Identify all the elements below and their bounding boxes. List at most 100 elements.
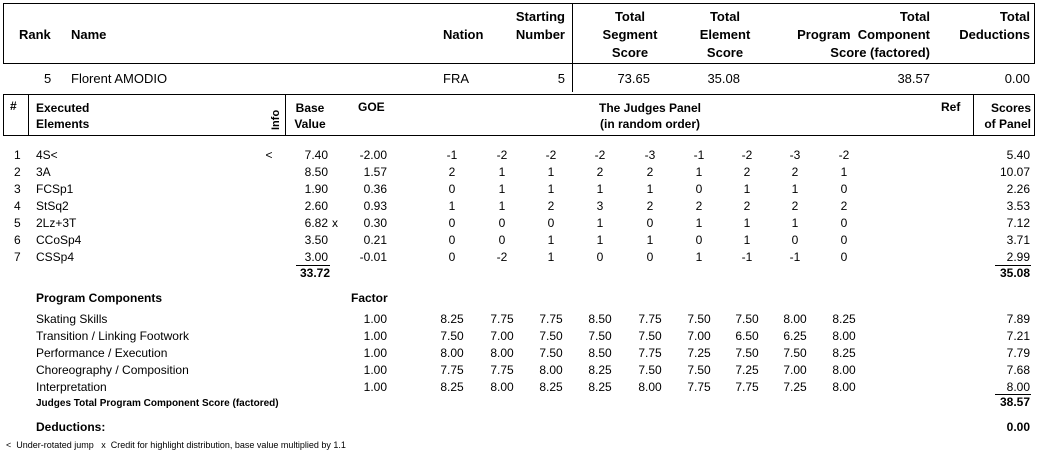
- element-judge-score: -1: [446, 148, 458, 162]
- element-judge-score: -2: [496, 250, 508, 264]
- element-judge-score: 1: [547, 182, 555, 196]
- program-components-title: Program Components: [36, 291, 163, 305]
- pcs-header-line3: Score (factored): [830, 45, 930, 60]
- component-judge-score: 8.25: [440, 312, 464, 326]
- component-judge-score: 7.00: [783, 363, 807, 377]
- element-judge-score: 0: [695, 233, 703, 247]
- starting-header-line2: Number: [515, 27, 565, 42]
- starting-number-header: Starting Number: [500, 8, 565, 44]
- element-goe: 0.36: [363, 182, 387, 196]
- component-name: Interpretation: [36, 380, 107, 394]
- element-judge-score: 0: [448, 233, 456, 247]
- elements-base-total: 33.72: [299, 266, 330, 280]
- component-judge-score: 8.00: [832, 329, 856, 343]
- element-judge-score: 1: [498, 165, 506, 179]
- element-goe: 1.57: [363, 165, 387, 179]
- skater-rank: 5: [44, 71, 52, 86]
- element-number: 7: [14, 250, 21, 264]
- skater-start: 5: [557, 71, 565, 86]
- element-judge-score: 2: [596, 165, 604, 179]
- tes-header-line1: Total: [709, 9, 741, 24]
- element-name: StSq2: [36, 199, 69, 213]
- element-judge-score: -3: [789, 148, 801, 162]
- component-judge-score: 7.25: [735, 363, 759, 377]
- element-judge-score: 1: [695, 250, 703, 264]
- element-judge-score: 2: [695, 199, 703, 213]
- element-judge-score: 3: [596, 199, 604, 213]
- component-judge-score: 8.50: [588, 312, 612, 326]
- pcs-header-line2: Program Component: [797, 27, 930, 42]
- component-judge-score: 8.25: [588, 363, 612, 377]
- element-judge-score: 2: [646, 165, 654, 179]
- skater-pcs: 38.57: [897, 71, 930, 86]
- element-judge-score: 0: [840, 250, 848, 264]
- tes-header-line3: Score: [706, 45, 744, 60]
- element-judge-score: -2: [545, 148, 557, 162]
- ded-header-line2: Deductions: [959, 27, 1030, 42]
- skater-divider: [572, 64, 573, 92]
- element-panel-score: 3.53: [1006, 199, 1030, 213]
- deductions-value: 0.00: [1006, 420, 1030, 434]
- element-judge-score: 1: [547, 250, 555, 264]
- component-factor: 1.00: [363, 346, 387, 360]
- element-judge-score: 0: [547, 216, 555, 230]
- element-goe: 0.21: [363, 233, 387, 247]
- component-judge-score: 7.75: [539, 312, 563, 326]
- ref-header: Ref: [941, 100, 961, 114]
- component-judge-score: 7.75: [638, 312, 662, 326]
- component-judge-score: 7.75: [735, 380, 759, 394]
- element-judge-score: 1: [596, 216, 604, 230]
- component-factor: 1.00: [363, 380, 387, 394]
- element-base-value: 7.40: [304, 148, 328, 162]
- scores-header-line2: of Panel: [984, 117, 1031, 131]
- name-header: Name: [71, 27, 107, 42]
- component-judge-score: 8.00: [440, 346, 464, 360]
- element-judge-score: 1: [498, 199, 506, 213]
- element-goe: -2.00: [359, 148, 387, 162]
- element-judge-score: 0: [448, 216, 456, 230]
- skater-name: Florent AMODIO: [71, 71, 168, 86]
- pcs-header-line1: Total: [899, 9, 930, 24]
- element-base-value: 3.00: [304, 250, 328, 264]
- element-judge-score: 1: [840, 165, 848, 179]
- elem-exec-header: Executed Elements: [36, 100, 89, 132]
- component-judge-score: 7.00: [687, 329, 711, 343]
- component-judge-score: 7.50: [687, 363, 711, 377]
- element-judge-score: 1: [547, 233, 555, 247]
- component-judge-score: 7.50: [440, 329, 464, 343]
- element-base-value: 2.60: [304, 199, 328, 213]
- element-judge-score: 2: [791, 165, 799, 179]
- element-judge-score: 2: [743, 165, 751, 179]
- component-judge-score: 7.50: [735, 312, 759, 326]
- element-panel-score: 10.07: [999, 165, 1030, 179]
- element-judge-score: -2: [741, 148, 753, 162]
- element-judge-score: -3: [644, 148, 656, 162]
- element-panel-score: 3.71: [1006, 233, 1030, 247]
- pcs-total-line: [995, 394, 1031, 395]
- component-judge-score: 7.50: [539, 329, 563, 343]
- element-base-value: 1.90: [304, 182, 328, 196]
- component-panel-score: 7.79: [1006, 346, 1030, 360]
- element-goe: -0.01: [359, 250, 387, 264]
- factor-header: Factor: [351, 291, 388, 305]
- element-judge-score: 1: [695, 216, 703, 230]
- tss-header: Total Segment Score: [585, 8, 675, 62]
- element-judge-score: 2: [448, 165, 456, 179]
- component-judge-score: 7.50: [539, 346, 563, 360]
- elements-hdr-div2: [285, 94, 286, 136]
- component-judge-score: 7.50: [783, 346, 807, 360]
- element-number: 6: [14, 233, 21, 247]
- scores-header: Scores of Panel: [975, 100, 1031, 132]
- element-judge-score: 1: [646, 233, 654, 247]
- element-number: 3: [14, 182, 21, 196]
- element-judge-score: 0: [840, 216, 848, 230]
- element-judge-score: 0: [448, 182, 456, 196]
- tes-header-line2: Element: [699, 27, 751, 42]
- component-judge-score: 7.00: [490, 329, 514, 343]
- component-name: Skating Skills: [36, 312, 108, 326]
- skater-ded: 0.00: [1004, 71, 1030, 86]
- element-judge-score: 1: [596, 233, 604, 247]
- elem-exec-header-line1: Executed: [36, 101, 90, 115]
- nation-header: Nation: [443, 27, 484, 42]
- component-factor: 1.00: [363, 363, 387, 377]
